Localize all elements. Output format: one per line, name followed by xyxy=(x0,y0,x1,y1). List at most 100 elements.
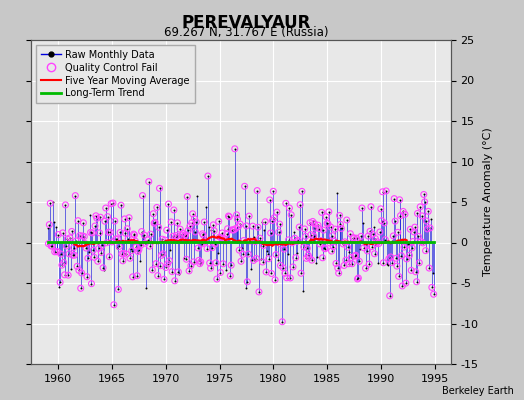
Point xyxy=(188,220,196,226)
Point xyxy=(174,269,182,275)
Point xyxy=(62,243,71,249)
Point xyxy=(339,241,347,247)
Point xyxy=(156,262,165,269)
Point xyxy=(402,256,411,262)
Point xyxy=(106,229,114,236)
Point xyxy=(72,238,80,244)
Point xyxy=(326,224,335,230)
Point xyxy=(325,240,334,246)
Point xyxy=(351,253,359,259)
Point xyxy=(391,218,399,224)
Point xyxy=(307,232,315,238)
Point xyxy=(353,235,361,241)
Point xyxy=(275,229,283,235)
Point xyxy=(342,257,350,263)
Point xyxy=(275,229,283,235)
Point xyxy=(430,291,438,298)
Point xyxy=(400,244,408,250)
Point xyxy=(261,218,269,225)
Point xyxy=(93,258,102,264)
Point xyxy=(301,233,310,240)
Point xyxy=(348,260,356,267)
Point xyxy=(91,223,99,229)
Point xyxy=(398,283,407,289)
Point xyxy=(304,252,312,258)
Point xyxy=(219,260,227,267)
Point xyxy=(269,188,278,194)
Point xyxy=(357,233,365,240)
Point xyxy=(43,225,52,232)
Point xyxy=(222,267,230,273)
Point xyxy=(59,230,67,236)
Point xyxy=(378,188,387,195)
Point xyxy=(218,230,226,236)
Point xyxy=(133,272,141,279)
Point xyxy=(241,183,249,190)
Point xyxy=(362,265,370,272)
Point xyxy=(244,251,253,257)
Point xyxy=(97,249,105,256)
Point xyxy=(205,260,214,266)
Point xyxy=(172,232,181,239)
Point xyxy=(52,248,61,255)
Point xyxy=(246,238,254,244)
Point xyxy=(397,252,406,259)
Point xyxy=(358,205,366,211)
Point xyxy=(391,218,399,224)
Point xyxy=(253,187,261,194)
Point xyxy=(182,256,191,262)
Point xyxy=(420,191,428,198)
Point xyxy=(103,214,112,220)
Point xyxy=(369,224,378,230)
Point xyxy=(286,275,294,281)
Point xyxy=(154,272,162,279)
Point xyxy=(276,221,284,227)
Point xyxy=(398,283,407,289)
Point xyxy=(173,220,182,226)
Point xyxy=(161,237,169,243)
Point xyxy=(180,233,189,240)
Point xyxy=(268,217,277,224)
Point xyxy=(312,260,321,267)
Point xyxy=(394,229,402,236)
Point xyxy=(217,235,225,241)
Point xyxy=(210,228,219,234)
Point xyxy=(285,205,293,211)
Point xyxy=(172,232,181,239)
Point xyxy=(201,238,210,245)
Point xyxy=(350,235,358,241)
Point xyxy=(422,218,431,224)
Point xyxy=(321,246,330,252)
Point xyxy=(51,224,60,230)
Point xyxy=(123,226,132,232)
Point xyxy=(58,262,66,268)
Point xyxy=(63,236,71,242)
Point xyxy=(306,220,314,226)
Point xyxy=(361,241,369,248)
Point xyxy=(256,235,264,241)
Point xyxy=(260,227,268,234)
Point xyxy=(150,220,158,226)
Point xyxy=(149,210,157,217)
Point xyxy=(166,246,174,253)
Point xyxy=(296,202,304,208)
Point xyxy=(272,209,281,215)
Point xyxy=(362,265,370,272)
Point xyxy=(122,251,130,257)
Point xyxy=(367,204,375,210)
Point xyxy=(225,214,234,220)
Point xyxy=(233,216,242,222)
Point xyxy=(350,235,358,241)
Point xyxy=(117,202,125,208)
Point xyxy=(328,232,336,239)
Point xyxy=(229,227,237,233)
Point xyxy=(272,252,280,258)
Point xyxy=(165,201,173,207)
Point xyxy=(234,224,243,230)
Point xyxy=(211,241,219,247)
Point xyxy=(385,256,393,262)
Point xyxy=(82,245,90,251)
Point xyxy=(160,276,168,282)
Point xyxy=(121,230,129,236)
Point xyxy=(84,255,92,262)
